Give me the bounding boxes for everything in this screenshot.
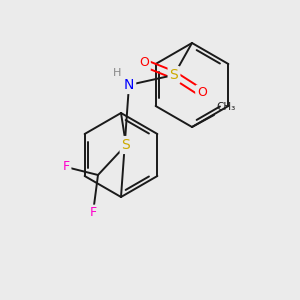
Text: H: H — [113, 68, 121, 78]
Text: F: F — [89, 206, 97, 220]
Text: S: S — [169, 68, 178, 82]
Text: N: N — [124, 78, 134, 92]
Text: O: O — [197, 86, 207, 100]
Text: CH₃: CH₃ — [216, 102, 235, 112]
Text: F: F — [62, 160, 70, 173]
Text: O: O — [139, 56, 149, 70]
Text: S: S — [122, 138, 130, 152]
